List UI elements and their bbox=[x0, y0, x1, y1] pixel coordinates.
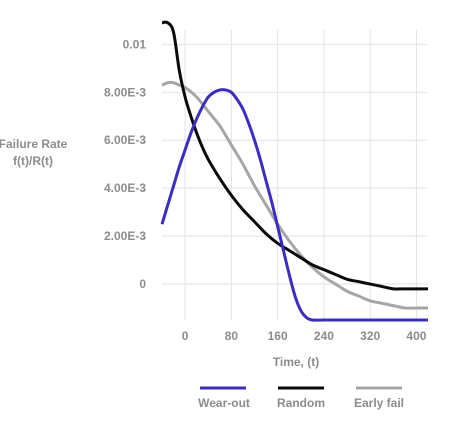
x-axis-title: Time, (t) bbox=[273, 355, 319, 369]
legend-label-early-fail: Early fail bbox=[354, 396, 404, 410]
y-tick-label: 0.01 bbox=[123, 37, 147, 51]
x-tick-label: 400 bbox=[406, 329, 426, 343]
y-tick-label: 0 bbox=[139, 277, 146, 291]
x-axis-ticks: 0 80 160 240 320 400 bbox=[182, 329, 427, 343]
x-tick-label: 0 bbox=[182, 329, 189, 343]
series-line-random bbox=[161, 20, 428, 291]
series-lines bbox=[160, 20, 429, 322]
y-tick-label: 4.00E-3 bbox=[104, 181, 146, 195]
y-tick-label: 8.00E-3 bbox=[104, 85, 146, 99]
y-axis-title-line2: f(t)/R(t) bbox=[13, 154, 53, 168]
y-axis-ticks: 0 2.00E-3 4.00E-3 6.00E-3 8.00E-3 0.01 bbox=[104, 37, 146, 291]
series-line-wear-out bbox=[160, 88, 428, 322]
y-tick-label: 2.00E-3 bbox=[104, 229, 146, 243]
y-tick-label: 6.00E-3 bbox=[104, 133, 146, 147]
grid-lines bbox=[162, 30, 428, 320]
legend-label-wear-out: Wear-out bbox=[198, 396, 250, 410]
y-axis-title-line1: Failure Rate bbox=[0, 137, 68, 151]
legend-label-random: Random bbox=[277, 396, 325, 410]
x-tick-label: 320 bbox=[360, 329, 380, 343]
x-tick-label: 80 bbox=[225, 329, 239, 343]
legend: Wear-out Random Early fail bbox=[198, 386, 404, 410]
x-tick-label: 160 bbox=[268, 329, 288, 343]
x-tick-label: 240 bbox=[314, 329, 334, 343]
series-line-early-fail bbox=[161, 80, 429, 310]
